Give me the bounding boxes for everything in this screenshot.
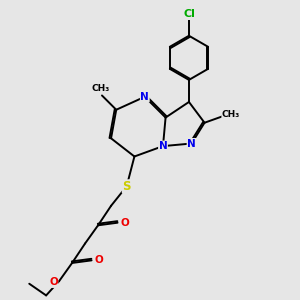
Text: O: O: [94, 255, 103, 266]
Text: O: O: [120, 218, 129, 228]
Text: O: O: [49, 278, 58, 287]
Text: N: N: [140, 92, 149, 102]
Text: N: N: [159, 141, 167, 151]
Text: N: N: [187, 139, 196, 148]
Text: CH₃: CH₃: [92, 84, 110, 93]
Text: S: S: [122, 180, 131, 193]
Text: Cl: Cl: [183, 10, 195, 20]
Text: CH₃: CH₃: [222, 110, 240, 119]
